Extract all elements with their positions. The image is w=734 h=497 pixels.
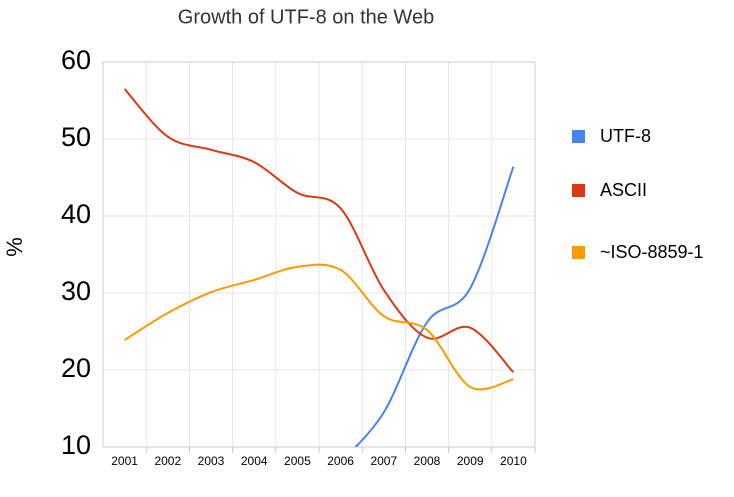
x-tick-label: 2003 [198,454,225,468]
y-tick-label: 20 [61,353,91,383]
series-line [354,166,515,447]
x-tick-label: 2005 [284,454,311,468]
legend-swatch [572,246,585,259]
x-tick-label: 2004 [241,454,268,468]
y-tick-label: 60 [61,45,91,75]
legend-label: ASCII [600,180,647,200]
y-tick-label: 50 [61,122,91,152]
x-tick-label: 2009 [457,454,484,468]
legend-label: ~ISO-8859-1 [600,242,704,262]
y-tick-label: 30 [61,276,91,306]
series-line [124,263,514,391]
x-tick-label: 2002 [154,454,181,468]
y-axis-label: % [2,237,27,257]
x-tick-label: 2001 [111,454,138,468]
y-tick-label: 40 [61,199,91,229]
x-tick-label: 2010 [500,454,527,468]
legend-label: UTF-8 [600,126,651,146]
x-tick-label: 2007 [370,454,397,468]
legend-swatch [572,130,585,143]
x-tick-label: 2006 [327,454,354,468]
series-line [123,88,515,374]
y-tick-label: 10 [61,430,91,460]
chart-title: Growth of UTF-8 on the Web [178,6,434,28]
x-tick-label: 2008 [414,454,441,468]
legend-swatch [572,184,585,197]
